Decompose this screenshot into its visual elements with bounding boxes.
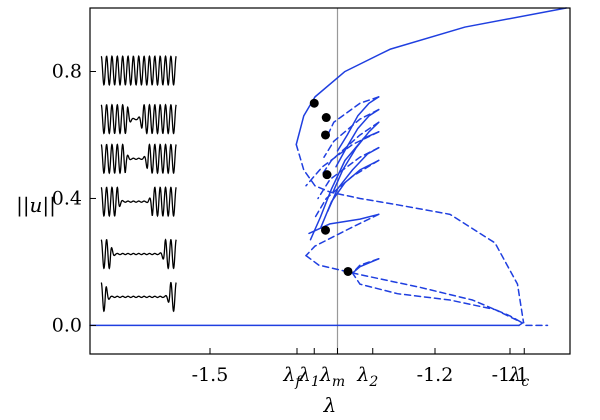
branch-curve-13 xyxy=(320,121,380,177)
branch-curve-2 xyxy=(518,321,549,327)
marked-point-5 xyxy=(321,225,330,235)
marked-point-2 xyxy=(321,113,331,123)
branch-curve-15 xyxy=(314,159,380,219)
branch-curve-3 xyxy=(295,7,567,146)
marked-point-3 xyxy=(321,130,330,140)
x-tick-label-lambda-1: λ1 xyxy=(298,364,320,390)
y-tick-label: 0.4 xyxy=(52,187,82,209)
solution-profile-inset-4 xyxy=(100,186,177,218)
marked-point-1 xyxy=(309,98,319,108)
marked-point-4 xyxy=(322,170,332,180)
branch-curve-11 xyxy=(325,96,380,139)
marked-point-6 xyxy=(343,266,353,276)
plot-area xyxy=(90,8,570,354)
x-tick-label-lambda-2: λ2 xyxy=(356,364,378,390)
x-tick-label-lambda-c: λc xyxy=(508,364,529,390)
y-axis-title: ||u|| xyxy=(16,193,56,218)
solution-profile-inset-5 xyxy=(100,238,177,270)
branch-curve-8 xyxy=(332,121,380,193)
x-tick-label: -1.5 xyxy=(192,364,229,386)
y-tick-label: 0.8 xyxy=(52,60,82,82)
y-tick-label: 0.0 xyxy=(52,314,82,336)
branch-curve-10 xyxy=(336,96,380,152)
branch-curve-18 xyxy=(305,213,380,257)
x-tick-label: -1.2 xyxy=(417,364,454,386)
branch-curve-9 xyxy=(335,108,380,168)
branch-curve-7 xyxy=(327,146,380,212)
plot-background xyxy=(90,8,570,354)
branch-curves xyxy=(89,7,567,327)
solution-profile-inset-6 xyxy=(100,281,177,313)
branch-curve-20 xyxy=(351,258,522,324)
solution-profile-inset-3 xyxy=(100,143,177,175)
x-tick-label-lambda-f: λf xyxy=(282,364,303,390)
branch-curve-14 xyxy=(317,146,380,200)
x-tick-label: -1.1 xyxy=(492,364,529,386)
solution-profile-inset-1 xyxy=(100,54,177,87)
plot-frame xyxy=(89,7,571,355)
solution-profile-inset-2 xyxy=(100,103,177,135)
branch-curve-12 xyxy=(323,108,380,158)
x-axis-title: λ xyxy=(323,393,337,417)
axis-labels: λ ||u|| xyxy=(16,193,336,417)
branch-curve-17 xyxy=(308,213,380,235)
branch-curve-4 xyxy=(295,143,525,324)
marked-points xyxy=(309,98,353,276)
x-tick-label-lambda-m: λm xyxy=(319,364,345,390)
branch-curve-16 xyxy=(305,131,380,187)
branch-curve-21 xyxy=(305,254,522,324)
solution-insets xyxy=(100,54,177,313)
